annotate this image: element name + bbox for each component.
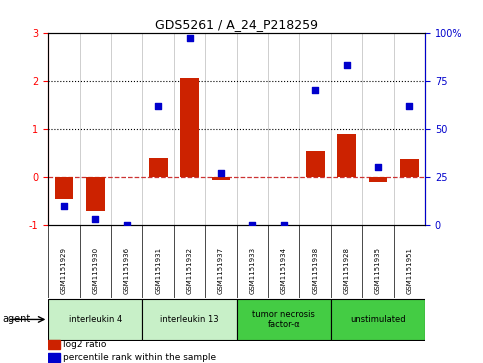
Text: GSM1151929: GSM1151929 bbox=[61, 247, 67, 294]
Point bbox=[186, 36, 194, 41]
Text: log2 ratio: log2 ratio bbox=[63, 340, 107, 349]
Bar bbox=[55, 177, 73, 199]
Point bbox=[123, 222, 131, 228]
Bar bbox=[337, 134, 356, 177]
Text: GSM1151936: GSM1151936 bbox=[124, 247, 130, 294]
Bar bbox=[306, 151, 325, 177]
Point bbox=[249, 222, 256, 228]
Point bbox=[312, 87, 319, 93]
Text: GSM1151938: GSM1151938 bbox=[312, 247, 318, 294]
FancyBboxPatch shape bbox=[331, 298, 425, 340]
Text: GSM1151951: GSM1151951 bbox=[406, 247, 412, 294]
Bar bbox=[48, 353, 59, 362]
Text: GSM1151930: GSM1151930 bbox=[92, 247, 99, 294]
Text: interleukin 4: interleukin 4 bbox=[69, 315, 122, 324]
Text: tumor necrosis
factor-α: tumor necrosis factor-α bbox=[252, 310, 315, 329]
Point bbox=[374, 164, 382, 170]
Bar bbox=[400, 159, 419, 177]
Bar bbox=[212, 177, 230, 180]
Text: GSM1151931: GSM1151931 bbox=[155, 247, 161, 294]
Text: unstimulated: unstimulated bbox=[350, 315, 406, 324]
Point bbox=[92, 216, 99, 222]
Point bbox=[343, 62, 351, 68]
Point bbox=[60, 203, 68, 209]
Bar bbox=[48, 340, 59, 349]
Point bbox=[280, 222, 288, 228]
Point bbox=[155, 103, 162, 109]
Bar bbox=[149, 158, 168, 177]
Text: GSM1151933: GSM1151933 bbox=[249, 247, 256, 294]
FancyBboxPatch shape bbox=[237, 298, 331, 340]
Title: GDS5261 / A_24_P218259: GDS5261 / A_24_P218259 bbox=[155, 19, 318, 32]
Bar bbox=[86, 177, 105, 211]
Point bbox=[217, 170, 225, 176]
Text: agent: agent bbox=[2, 314, 30, 325]
Text: GSM1151935: GSM1151935 bbox=[375, 247, 381, 294]
Text: percentile rank within the sample: percentile rank within the sample bbox=[63, 353, 216, 362]
Text: GSM1151937: GSM1151937 bbox=[218, 247, 224, 294]
Text: GSM1151932: GSM1151932 bbox=[186, 247, 193, 294]
FancyBboxPatch shape bbox=[142, 298, 237, 340]
Text: interleukin 13: interleukin 13 bbox=[160, 315, 219, 324]
Bar bbox=[369, 177, 387, 182]
Text: GSM1151934: GSM1151934 bbox=[281, 247, 287, 294]
Point bbox=[406, 103, 413, 109]
FancyBboxPatch shape bbox=[48, 298, 142, 340]
Bar bbox=[180, 78, 199, 177]
Text: GSM1151928: GSM1151928 bbox=[343, 247, 350, 294]
